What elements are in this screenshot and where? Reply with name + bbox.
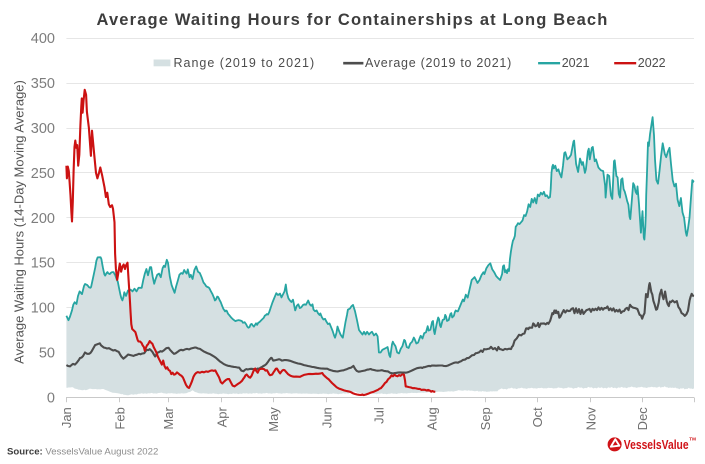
svg-text:TM: TM — [689, 437, 696, 442]
svg-text:Average Waiting Hours for Cont: Average Waiting Hours for Containerships… — [97, 11, 609, 29]
svg-text:Nov: Nov — [583, 407, 598, 431]
svg-text:Mar: Mar — [161, 407, 176, 430]
svg-text:Apr: Apr — [214, 407, 229, 428]
svg-text:VesselsValue: VesselsValue — [624, 438, 689, 452]
svg-text:200: 200 — [31, 211, 55, 227]
svg-text:Jan: Jan — [59, 407, 74, 428]
svg-text:2021: 2021 — [562, 56, 590, 70]
svg-text:Aug: Aug — [425, 407, 440, 430]
svg-text:50: 50 — [39, 346, 55, 362]
svg-text:0: 0 — [47, 390, 55, 406]
svg-text:100: 100 — [31, 301, 55, 317]
svg-text:350: 350 — [31, 76, 55, 92]
svg-text:Average Waiting Hours (14-Day: Average Waiting Hours (14-Day Moving Ave… — [12, 80, 27, 364]
svg-text:Dec: Dec — [635, 407, 650, 431]
svg-text:150: 150 — [31, 256, 55, 272]
svg-text:Source: VesselsValue August 20: Source: VesselsValue August 2022 — [7, 447, 158, 458]
svg-text:Jun: Jun — [320, 407, 335, 428]
svg-text:2022: 2022 — [638, 56, 666, 70]
svg-text:Range (2019 to 2021): Range (2019 to 2021) — [174, 56, 316, 70]
svg-text:Sep: Sep — [478, 407, 493, 430]
svg-text:Jul: Jul — [371, 407, 386, 424]
svg-text:250: 250 — [31, 166, 55, 182]
svg-text:400: 400 — [31, 31, 55, 47]
svg-text:Feb: Feb — [113, 407, 128, 429]
svg-text:May: May — [266, 407, 281, 432]
svg-text:300: 300 — [31, 121, 55, 137]
svg-text:Average (2019 to 2021): Average (2019 to 2021) — [365, 56, 512, 70]
svg-text:Oct: Oct — [530, 407, 545, 428]
